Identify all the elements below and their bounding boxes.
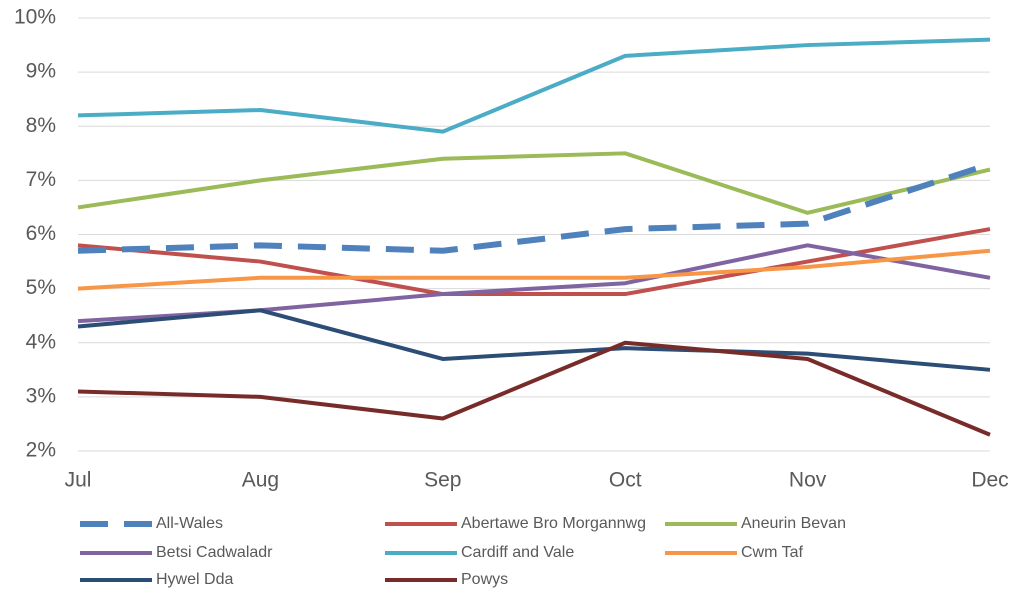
y-tick-label: 4% xyxy=(26,330,56,353)
legend-label: Cwm Taf xyxy=(741,544,803,561)
legend-label: All-Wales xyxy=(156,515,223,532)
legend-label: Powys xyxy=(461,571,508,588)
y-tick-label: 3% xyxy=(26,384,56,407)
legend-label: Cardiff and Vale xyxy=(461,544,574,561)
y-tick-label: 5% xyxy=(26,276,56,299)
series-line xyxy=(77,161,991,254)
y-tick-label: 7% xyxy=(26,168,56,191)
x-tick-label: Nov xyxy=(789,469,827,492)
series-line xyxy=(77,248,991,291)
y-tick-label: 10% xyxy=(14,6,56,29)
x-tick-label: Oct xyxy=(609,469,642,492)
legend-label: Hywel Dda xyxy=(156,571,233,588)
legend-label: Aneurin Bevan xyxy=(741,515,846,532)
x-tick-label: Jul xyxy=(65,469,92,492)
series-line xyxy=(77,227,991,297)
series-line xyxy=(77,37,991,134)
y-tick-label: 9% xyxy=(26,60,56,83)
legend-label: Betsi Cadwaladr xyxy=(156,544,273,561)
series-line xyxy=(77,151,991,215)
series-line xyxy=(77,308,991,372)
x-tick-label: Sep xyxy=(424,469,461,492)
y-tick-label: 2% xyxy=(26,439,56,462)
series-line xyxy=(77,340,991,437)
x-tick-label: Aug xyxy=(242,469,279,492)
y-tick-label: 8% xyxy=(26,114,56,137)
y-tick-label: 6% xyxy=(26,222,56,245)
legend-label: Abertawe Bro Morgannwg xyxy=(461,515,646,532)
x-tick-label: Dec xyxy=(971,469,1008,492)
